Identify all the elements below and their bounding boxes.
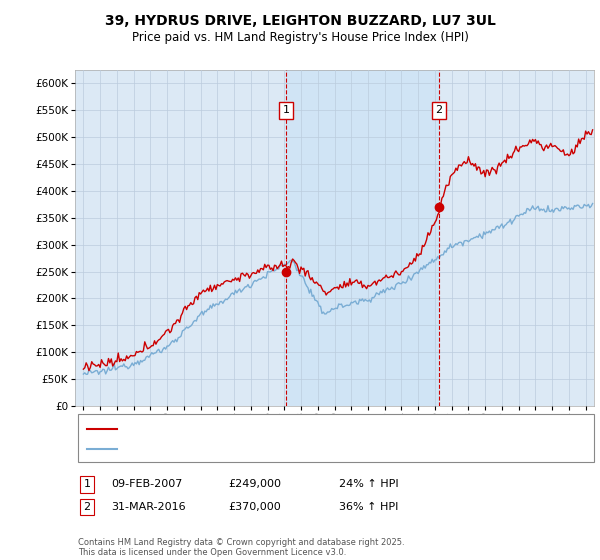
Text: 1: 1: [83, 479, 91, 489]
Text: 09-FEB-2007: 09-FEB-2007: [111, 479, 182, 489]
Text: £249,000: £249,000: [228, 479, 281, 489]
Text: 39, HYDRUS DRIVE, LEIGHTON BUZZARD, LU7 3UL (semi-detached house): 39, HYDRUS DRIVE, LEIGHTON BUZZARD, LU7 …: [123, 424, 486, 433]
Text: 2: 2: [436, 105, 443, 115]
Bar: [286, 70, 439, 406]
Text: £370,000: £370,000: [228, 502, 281, 512]
Text: Price paid vs. HM Land Registry's House Price Index (HPI): Price paid vs. HM Land Registry's House …: [131, 31, 469, 44]
Text: 36% ↑ HPI: 36% ↑ HPI: [339, 502, 398, 512]
Text: HPI: Average price, semi-detached house, Central Bedfordshire: HPI: Average price, semi-detached house,…: [123, 444, 431, 454]
Text: 24% ↑ HPI: 24% ↑ HPI: [339, 479, 398, 489]
Text: 31-MAR-2016: 31-MAR-2016: [111, 502, 185, 512]
Text: Contains HM Land Registry data © Crown copyright and database right 2025.
This d: Contains HM Land Registry data © Crown c…: [78, 538, 404, 557]
Text: 2: 2: [83, 502, 91, 512]
Text: 1: 1: [283, 105, 289, 115]
Text: 39, HYDRUS DRIVE, LEIGHTON BUZZARD, LU7 3UL: 39, HYDRUS DRIVE, LEIGHTON BUZZARD, LU7 …: [104, 14, 496, 28]
